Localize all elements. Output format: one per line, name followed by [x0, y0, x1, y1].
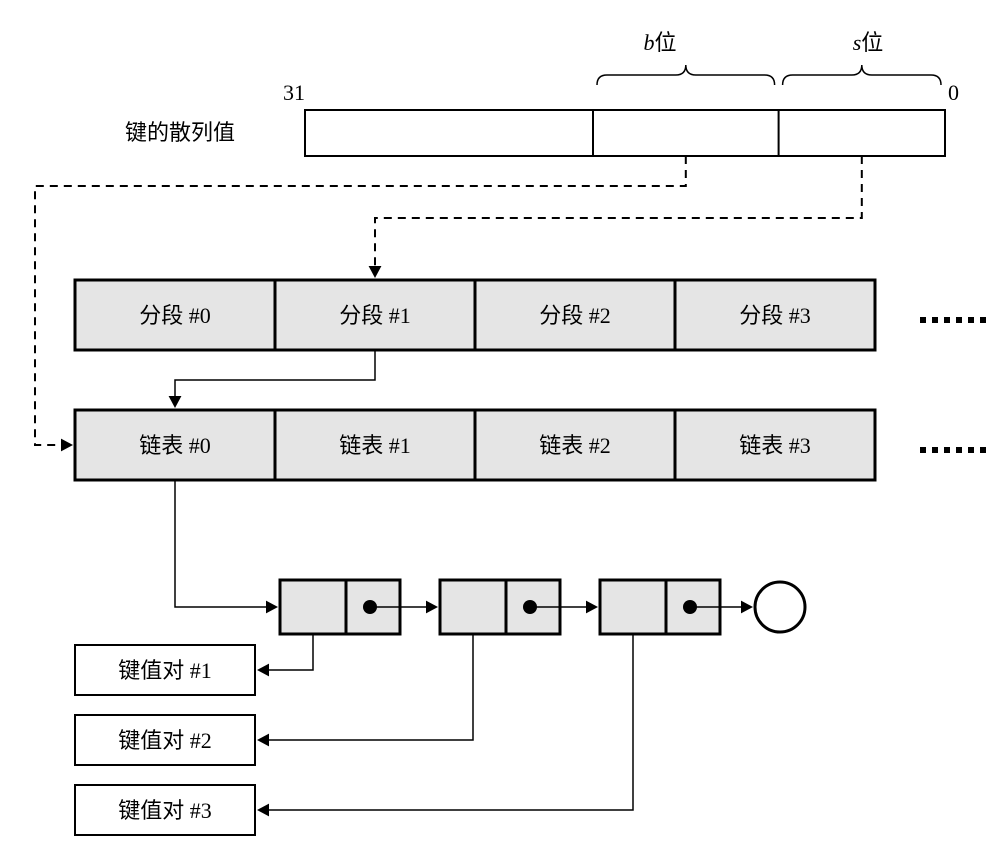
ellipsis-dot — [944, 447, 950, 453]
dashed-arrow-s-to-segment — [375, 156, 862, 274]
kv-label: 键值对 #3 — [118, 798, 212, 823]
segment-label: 分段 #3 — [739, 303, 811, 328]
s-bits-label: s位 — [853, 30, 884, 55]
segment-label: 分段 #0 — [139, 303, 211, 328]
ellipsis-dot — [932, 317, 938, 323]
bit-hi: 31 — [283, 80, 305, 105]
bucket-label: 链表 #3 — [739, 433, 811, 458]
ellipsis-dot — [920, 317, 926, 323]
ellipsis-dot — [956, 317, 962, 323]
arrow-node-to-kv — [261, 634, 473, 740]
list-end — [755, 582, 805, 632]
bit-lo: 0 — [948, 80, 959, 105]
bucket-label: 链表 #0 — [139, 433, 211, 458]
hash-box — [305, 110, 945, 156]
ellipsis-dot — [968, 317, 974, 323]
ellipsis-dot — [968, 447, 974, 453]
ellipsis-dot — [980, 447, 986, 453]
arrow-segment-to-bucket — [175, 350, 375, 404]
ellipsis-dot — [920, 447, 926, 453]
arrow-bucket-to-node — [175, 480, 274, 607]
segment-label: 分段 #1 — [339, 303, 411, 328]
ellipsis-dot — [956, 447, 962, 453]
ellipsis-dot — [944, 317, 950, 323]
kv-label: 键值对 #1 — [118, 658, 212, 683]
b-bits-label: b位 — [643, 30, 676, 55]
ellipsis-dot — [980, 317, 986, 323]
bucket-label: 链表 #1 — [339, 433, 411, 458]
kv-label: 键值对 #2 — [118, 728, 212, 753]
ellipsis-dot — [932, 447, 938, 453]
segment-label: 分段 #2 — [539, 303, 611, 328]
hash-label: 键的散列值 — [125, 120, 235, 145]
bucket-label: 链表 #2 — [539, 433, 611, 458]
arrow-node-to-kv — [261, 634, 633, 810]
